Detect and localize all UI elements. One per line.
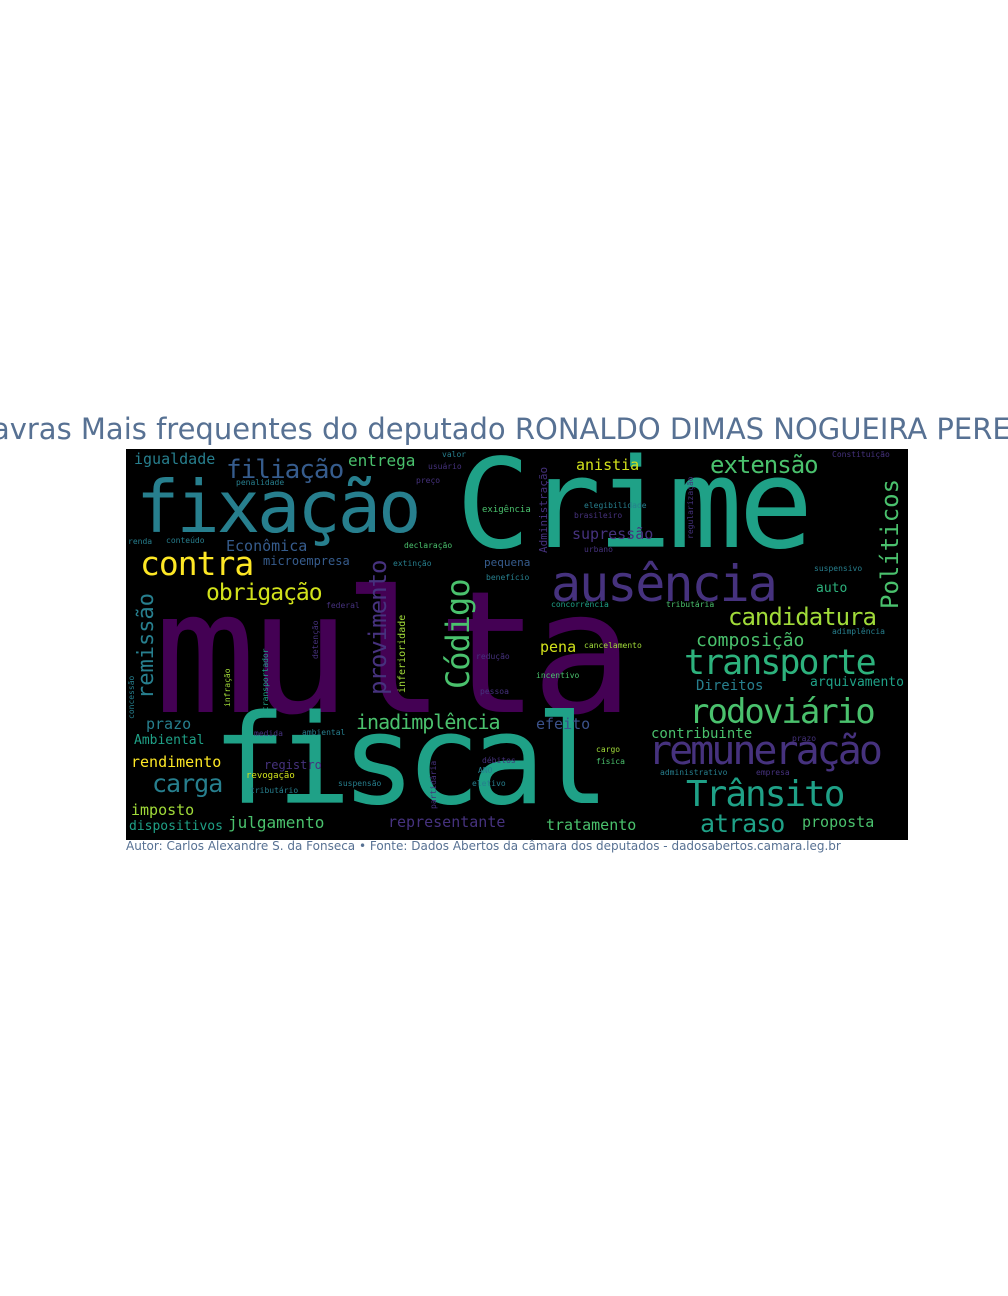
cloud-word: redução (476, 652, 510, 661)
cloud-word: remuneração (648, 728, 883, 774)
cloud-word: ambiental (302, 728, 346, 737)
cloud-word: ausência (551, 555, 778, 613)
cloud-word: Econômica (226, 537, 308, 555)
cloud-word: inadimplência (356, 710, 501, 734)
cloud-word: suspensivo (814, 564, 863, 573)
cloud-word: tributária (666, 600, 715, 609)
cloud-word: transportador (261, 648, 270, 711)
cloud-word: contra (140, 544, 254, 583)
cloud-word: Direitos (696, 678, 764, 694)
cloud-word: pessoa (480, 687, 509, 696)
cloud-word: Políticos (876, 478, 904, 609)
cloud-word: suspensão (338, 779, 382, 788)
cloud-word: registro (264, 758, 322, 772)
cloud-word: provimento (364, 560, 392, 696)
cloud-word: Crime (456, 449, 813, 577)
cloud-word: supressão (572, 525, 654, 543)
cloud-word: Administração (537, 466, 550, 553)
cloud-word: valor (442, 450, 467, 459)
cloud-word: usuário (428, 462, 462, 471)
cloud-word: fiscal (212, 689, 610, 833)
cloud-word: empresa (756, 768, 790, 777)
cloud-word: entrega (348, 451, 416, 470)
cloud-word: pequena (484, 556, 531, 569)
cloud-word: renda (128, 537, 153, 546)
cloud-word: Trânsito (686, 774, 845, 815)
page-title: Palavras Mais frequentes do deputado RON… (0, 412, 1008, 446)
cloud-word: tratamento (546, 816, 637, 834)
cloud-word: concorrência (551, 600, 609, 609)
cloud-word: extinção (393, 559, 432, 568)
cloud-word: multa (154, 555, 634, 753)
cloud-word: representante (388, 813, 506, 831)
cloud-word: efeito (536, 715, 591, 733)
cloud-word: julgamento (228, 813, 325, 832)
cloud-word: atraso (700, 809, 785, 838)
cloud-word: urbano (584, 545, 613, 554)
cloud-word: microempresa (263, 554, 350, 568)
cloud-word: filiação (226, 455, 344, 485)
cloud-word: transporte (684, 643, 877, 683)
cloud-word: detenção (311, 620, 320, 659)
cloud-word: cancelamento (584, 641, 642, 650)
cloud-word: proposta (802, 813, 875, 831)
cloud-word: arquivamento (810, 675, 904, 690)
cloud-word: elegibilidade (584, 501, 647, 510)
cloud-word: medida (254, 729, 283, 738)
cloud-word: Constituição (832, 450, 890, 459)
cloud-word: candidatura (728, 603, 877, 631)
cloud-word: auto (816, 581, 848, 596)
cloud-word: preço (416, 476, 441, 485)
cloud-word: adimplência (832, 627, 885, 636)
cloud-word: partidária (429, 760, 438, 809)
cloud-word: composição (696, 630, 805, 651)
cloud-word: brasileiro (574, 511, 623, 520)
cloud-word: administrativo (660, 768, 728, 777)
cloud-word: dispositivos (129, 819, 223, 834)
cloud-word: rodoviário (689, 692, 876, 732)
cloud-word: pena (540, 638, 577, 656)
cloud-word: revogação (246, 771, 295, 781)
cloud-word: incentivo (536, 671, 580, 680)
cloud-word: ANO (478, 766, 493, 775)
cloud-word: Código (439, 579, 477, 689)
cloud-word: extensão (710, 451, 819, 479)
cloud-word: física (596, 757, 625, 766)
cloud-word: carga (152, 769, 223, 798)
cloud-word: prazo (146, 715, 192, 733)
cloud-word: anistia (576, 456, 640, 474)
cloud-word: prazo (792, 734, 817, 743)
cloud-word: concessão (127, 675, 136, 719)
cloud-word: contribuinte (651, 726, 753, 742)
cloud-word: obrigação (206, 580, 323, 606)
cloud-word: exigência (482, 505, 531, 515)
cloud-word: federal (326, 601, 360, 610)
cloud-word: rendimento (131, 753, 222, 771)
cloud-word: imposto (131, 801, 195, 819)
cloud-word: regularização (686, 476, 695, 539)
cloud-word: débitos (482, 756, 516, 765)
cloud-word: declaração (404, 541, 453, 550)
cloud-word: inferioridade (397, 614, 408, 693)
cloud-word: fixação (136, 465, 421, 549)
cloud-word: igualdade (134, 450, 216, 468)
cloud-word: penalidade (236, 478, 285, 487)
cloud-word: tributário (250, 786, 299, 795)
cloud-word: conteúdo (166, 536, 205, 545)
cloud-word: Ambiental (134, 733, 205, 748)
cloud-word: eletivo (472, 779, 506, 788)
cloud-word: benefício (486, 573, 530, 582)
word-cloud: multa Crime fiscal fixação ausência remu… (126, 449, 908, 840)
cloud-word: cargo (596, 745, 621, 754)
cloud-word: infração (223, 668, 232, 707)
cloud-word: remissão (134, 593, 159, 699)
caption: Autor: Carlos Alexandre S. da Fonseca • … (126, 839, 841, 853)
